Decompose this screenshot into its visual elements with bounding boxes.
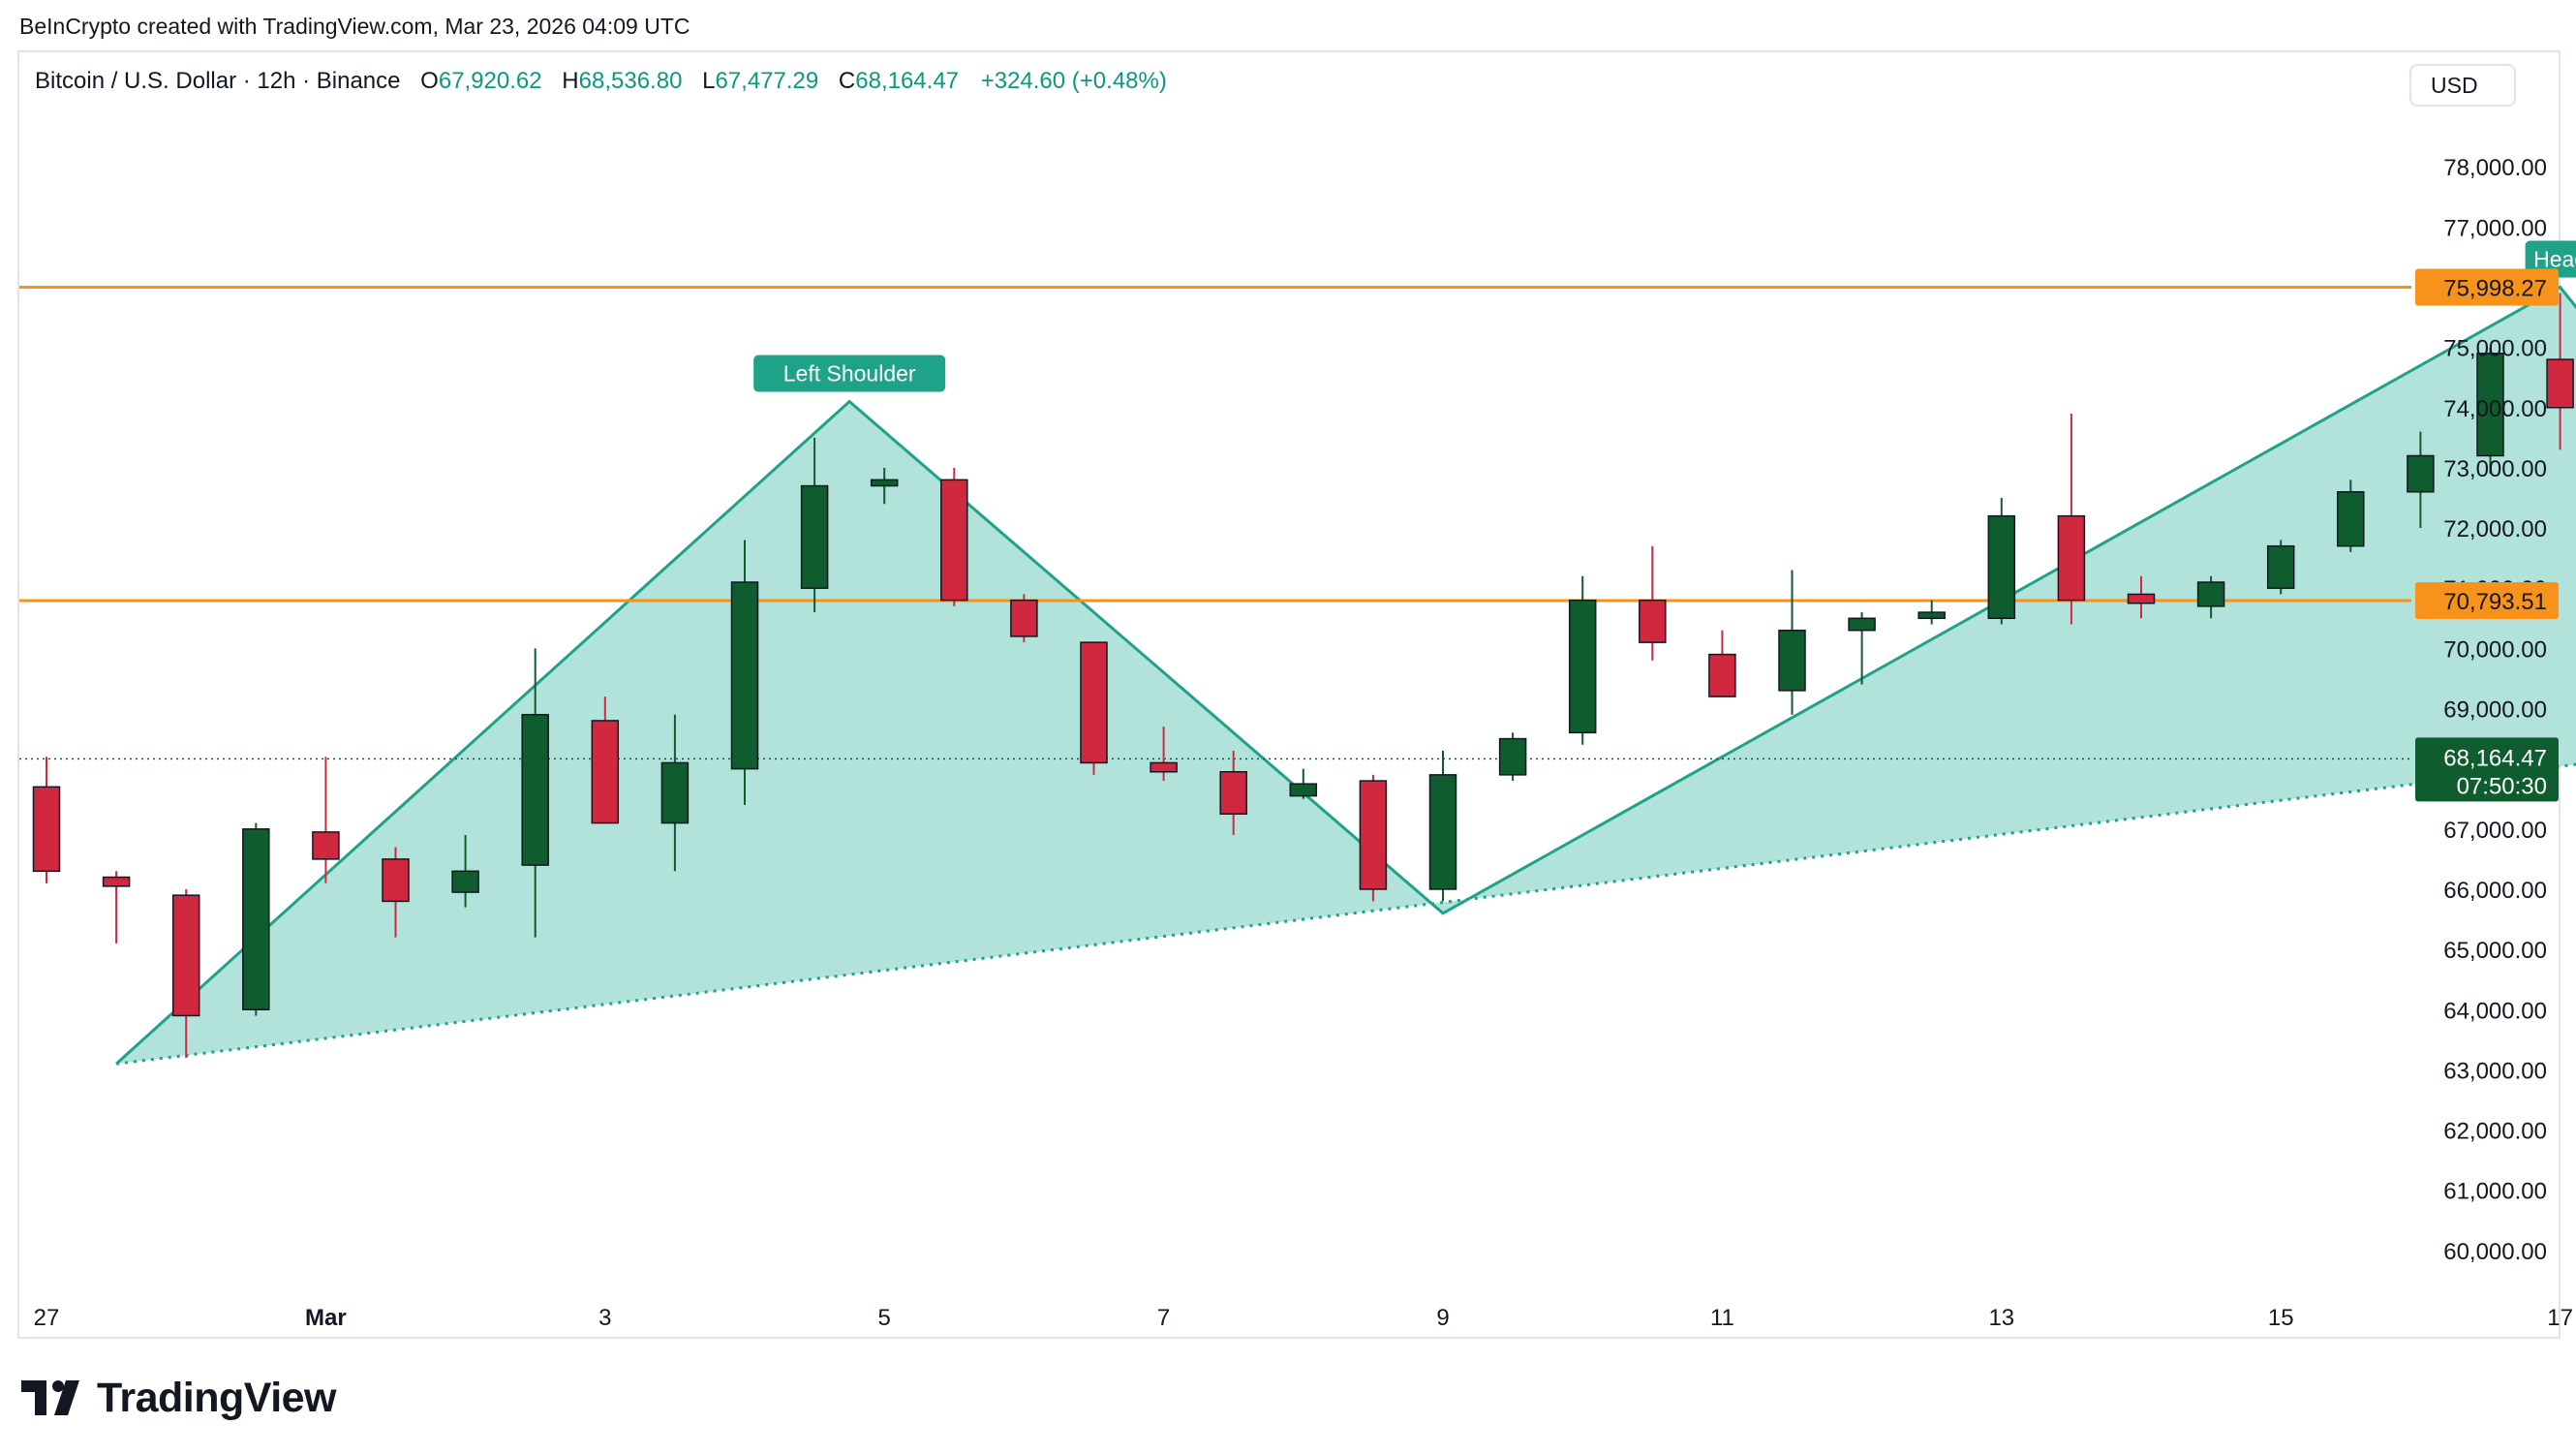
candle-body-13 (870, 479, 899, 487)
close-label: C (838, 68, 856, 94)
time-tick-1: Mar (305, 1305, 347, 1331)
resistance-tag-bg-1 (2415, 582, 2559, 620)
head-shoulders-pattern (115, 285, 2576, 1066)
pattern-fill (116, 287, 2576, 1065)
time-tick-5: 9 (1436, 1305, 1449, 1331)
candle-body-21 (1428, 774, 1457, 890)
candle-body-14 (940, 479, 968, 602)
current-price-tag-bg (2415, 737, 2559, 802)
time-tick-3: 5 (878, 1305, 891, 1331)
candle-body-37 (2546, 358, 2574, 409)
price-tick-3: 63,000.00 (2443, 1058, 2547, 1084)
price-tick-7: 67,000.00 (2443, 818, 2547, 844)
logo-text: TradingView (97, 1374, 337, 1421)
time-tick-2: 3 (598, 1305, 611, 1331)
high-label: H (562, 68, 579, 94)
price-tick-9: 69,000.00 (2443, 697, 2547, 724)
price-tick-4: 64,000.00 (2443, 998, 2547, 1024)
candle-body-24 (1639, 599, 1667, 643)
pattern-outline (115, 285, 2576, 1066)
price-tick-0: 60,000.00 (2443, 1239, 2547, 1265)
time-tick-0: 27 (34, 1305, 60, 1331)
symbol-legend: Bitcoin / U.S. Dollar · 12h · Binance O6… (35, 68, 1167, 95)
pattern-label-bg-0 (753, 355, 946, 392)
price-tick-14: 74,000.00 (2443, 396, 2547, 422)
candle-body-15 (1010, 599, 1038, 637)
candle-body-27 (1848, 617, 1876, 632)
time-tick-9: 17 (2547, 1305, 2573, 1331)
candle-body-9 (591, 720, 620, 824)
candle-body-28 (1917, 611, 1946, 620)
price-tick-17: 77,000.00 (2443, 215, 2547, 241)
close-value: 68,164.47 (855, 68, 960, 94)
price-tick-18: 78,000.00 (2443, 155, 2547, 181)
price-tick-10: 70,000.00 (2443, 636, 2547, 663)
tradingview-logo-icon (21, 1380, 79, 1415)
pattern-label-0: Left Shoulder (783, 361, 916, 387)
price-change: +324.60 (+0.48%) (980, 68, 1167, 94)
price-tick-6: 66,000.00 (2443, 878, 2547, 904)
candle-body-26 (1778, 629, 1806, 692)
price-tick-5: 65,000.00 (2443, 938, 2547, 964)
candle-body-20 (1359, 780, 1388, 890)
resistance-tag-bg-0 (2415, 268, 2559, 306)
time-tick-8: 15 (2268, 1305, 2294, 1331)
candle-body-22 (1498, 737, 1527, 776)
chart-attribution: BeInCrypto created with TradingView.com,… (19, 14, 690, 39)
candle-body-19 (1289, 783, 1318, 797)
candle-body-3 (171, 894, 200, 1017)
candle-body-10 (660, 761, 690, 824)
low-value: 67,477.29 (715, 68, 819, 94)
symbol-name[interactable]: Bitcoin / U.S. Dollar · 12h · Binance (35, 68, 401, 94)
pattern-label-bg-1 (2525, 240, 2576, 278)
pattern-labels: Left ShoulderHeadRight Shoulder (753, 240, 2576, 392)
candle-body-11 (730, 581, 759, 770)
price-tick-15: 75,000.00 (2443, 336, 2547, 362)
candle-body-25 (1708, 653, 1736, 697)
candle-body-1 (32, 786, 61, 873)
tradingview-logo[interactable]: TradingView (21, 1374, 337, 1422)
low-label: L (702, 68, 716, 94)
current-price-tag: 68,164.47 (2443, 745, 2547, 771)
candle-body-36 (2476, 353, 2504, 457)
candle-body-31 (2127, 593, 2156, 604)
candle-body-32 (2196, 581, 2225, 607)
price-tick-1: 61,000.00 (2443, 1179, 2547, 1205)
candle-body-16 (1080, 641, 1108, 764)
candle-body-17 (1150, 761, 1178, 773)
resistance-tag-1: 70,793.51 (2443, 589, 2547, 615)
candle-body-8 (521, 713, 549, 866)
candle-body-18 (1219, 771, 1247, 816)
bar-countdown: 07:50:30 (2457, 773, 2547, 799)
pattern-label-1: Head (2533, 246, 2576, 271)
candle-body-35 (2407, 454, 2435, 493)
candle-body-23 (1568, 599, 1597, 734)
open-label: O (420, 68, 439, 94)
open-value: 67,920.62 (438, 68, 542, 94)
candle-body-7 (451, 870, 479, 893)
candle-body-34 (2337, 491, 2365, 547)
candles (32, 293, 2574, 1058)
time-tick-4: 7 (1157, 1305, 1170, 1331)
price-tick-12: 72,000.00 (2443, 516, 2547, 542)
high-value: 68,536.80 (578, 68, 683, 94)
candle-body-12 (800, 484, 829, 589)
price-tick-13: 73,000.00 (2443, 456, 2547, 482)
currency-button[interactable]: USD (2409, 64, 2516, 107)
candle-body-6 (382, 858, 410, 903)
time-axis[interactable]: 27Mar357911131517192123252729Apr (34, 1305, 2576, 1331)
price-axis[interactable]: 60,000.00 61,000.00 62,000.00 63,000.00 64,0… (2415, 155, 2559, 1265)
time-tick-7: 13 (1988, 1305, 2014, 1331)
candle-body-4 (242, 828, 270, 1010)
candle-body-2 (102, 876, 131, 887)
candle-body-33 (2266, 544, 2295, 589)
candle-body-30 (2057, 514, 2086, 602)
candle-body-5 (312, 831, 340, 860)
resistance-tag-0: 75,998.27 (2443, 276, 2547, 302)
time-tick-6: 11 (1710, 1305, 1734, 1331)
candle-body-29 (1987, 514, 2016, 620)
price-tick-2: 62,000.00 (2443, 1119, 2547, 1145)
